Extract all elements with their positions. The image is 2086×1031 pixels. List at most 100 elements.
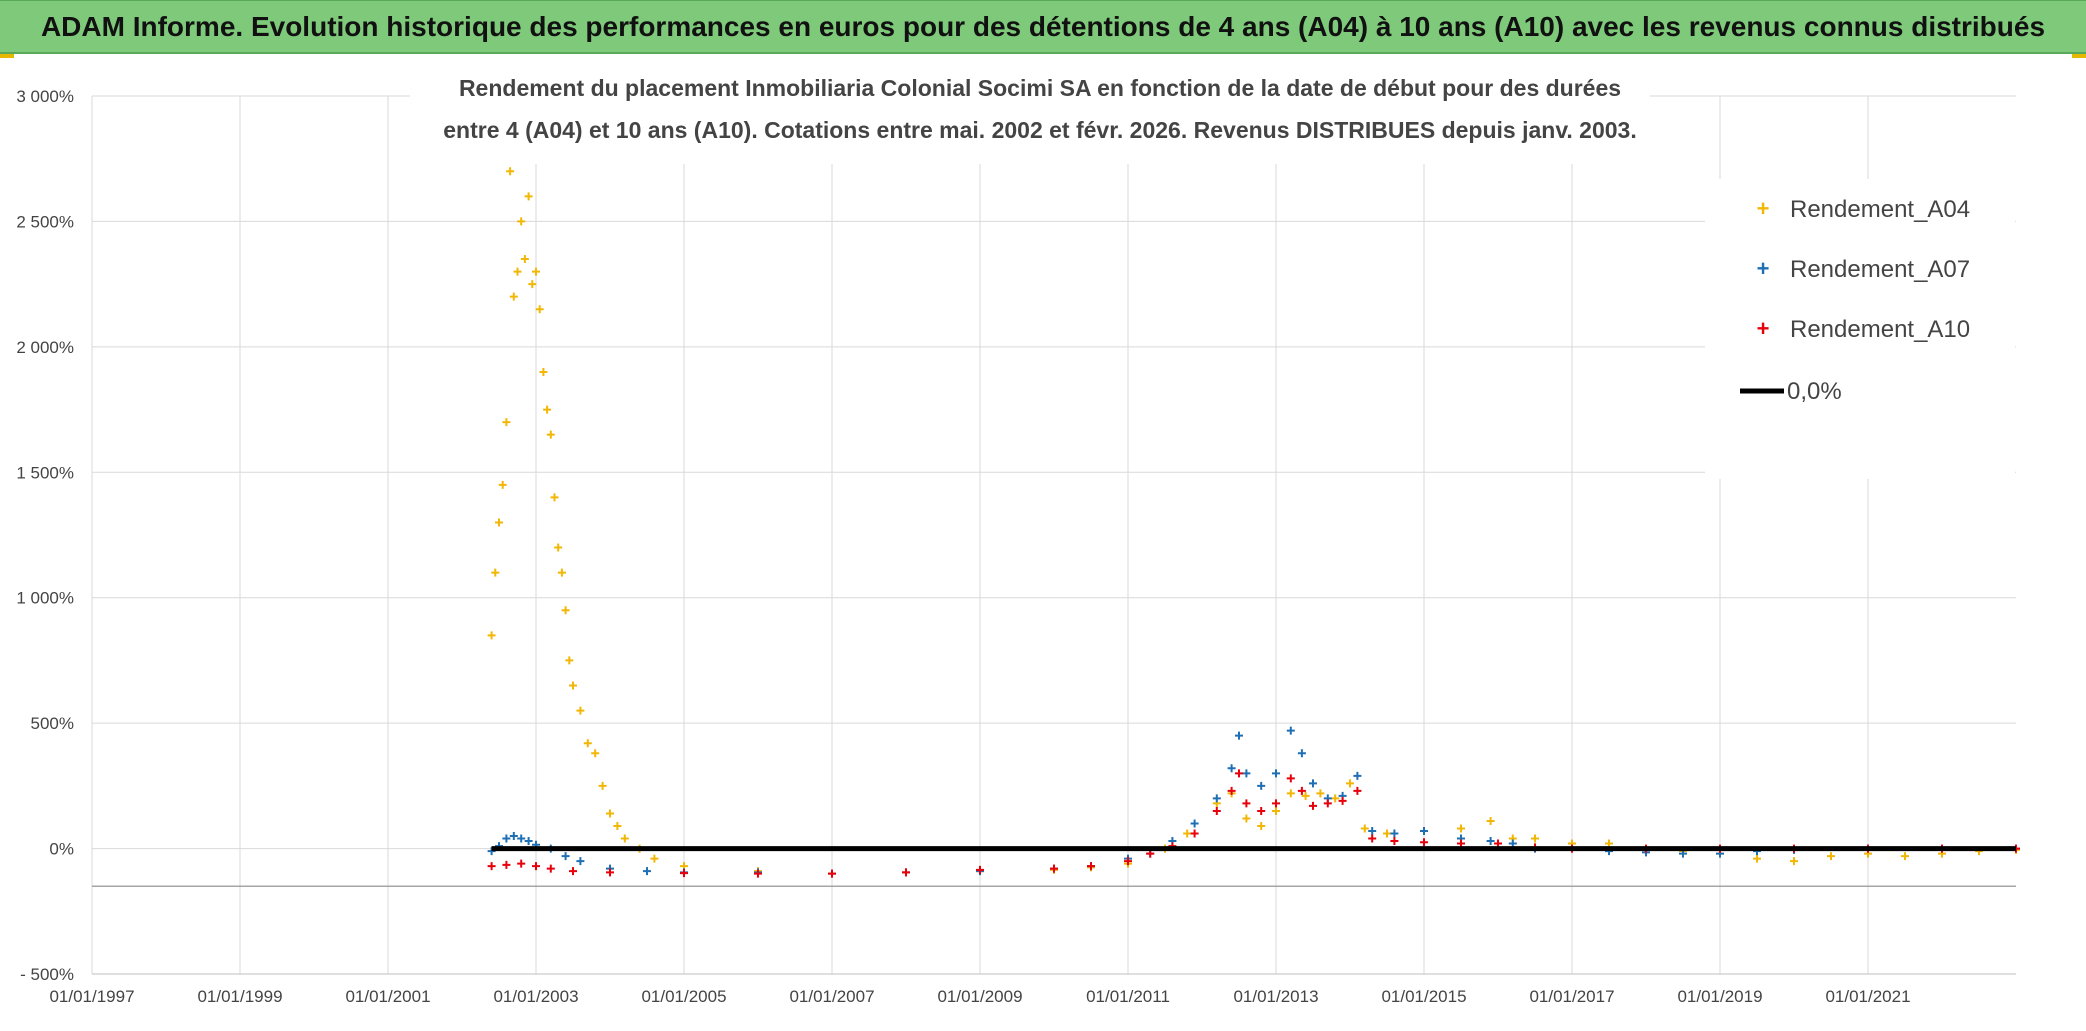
data-point xyxy=(569,867,577,876)
data-point xyxy=(1190,829,1199,838)
data-point xyxy=(1297,749,1306,758)
data-point xyxy=(1309,801,1317,810)
data-point xyxy=(532,862,540,871)
chart-title-line-1: Rendement du placement Inmobiliaria Colo… xyxy=(459,75,1621,101)
data-point xyxy=(1486,837,1495,846)
data-point xyxy=(754,869,762,878)
legend: + Rendement_A04 + Rendement_A07 + Rendem… xyxy=(1705,179,2015,479)
data-point xyxy=(1420,827,1428,836)
y-tick-label: 1 000% xyxy=(16,589,74,608)
data-point xyxy=(1790,857,1798,866)
x-tick-label: 01/01/2001 xyxy=(345,987,430,1006)
data-point xyxy=(606,868,614,877)
header-bar xyxy=(0,0,2086,54)
x-tick-label: 01/01/2017 xyxy=(1529,987,1614,1006)
data-point xyxy=(1257,806,1266,815)
legend-item-zero: 0,0% xyxy=(1740,378,1842,405)
data-point xyxy=(546,430,555,439)
data-point xyxy=(1331,794,1340,803)
data-point xyxy=(535,305,544,314)
x-tick-label: 01/01/2021 xyxy=(1825,987,1910,1006)
data-point xyxy=(643,867,651,876)
data-point xyxy=(509,832,518,841)
x-tick-label: 01/01/1997 xyxy=(49,987,134,1006)
legend-marker-a04: + xyxy=(1757,196,1770,221)
data-point xyxy=(546,864,555,873)
data-point xyxy=(561,606,570,615)
y-tick-label: 1 500% xyxy=(16,463,74,482)
legend-box xyxy=(1705,179,2015,479)
data-point xyxy=(1346,779,1354,788)
data-point xyxy=(576,706,585,715)
data-point xyxy=(1383,829,1391,838)
data-point xyxy=(557,568,566,577)
data-point xyxy=(1368,827,1377,836)
x-tick-label: 01/01/2011 xyxy=(1086,987,1170,1006)
y-tick-label: 3 000% xyxy=(16,87,74,106)
legend-label-a04: Rendement_A04 xyxy=(1790,196,1970,223)
data-point xyxy=(1301,791,1310,800)
data-point xyxy=(1531,834,1539,843)
legend-item-a07: + Rendement_A07 xyxy=(1757,256,1971,283)
x-axis: 01/01/1997 01/01/1999 01/01/2001 01/01/2003… xyxy=(49,987,1910,1006)
data-point xyxy=(550,493,559,502)
data-point xyxy=(1390,829,1399,838)
data-point xyxy=(1257,821,1266,830)
data-point xyxy=(1390,837,1399,846)
data-point xyxy=(1323,799,1332,808)
x-tick-label: 01/01/2005 xyxy=(641,987,726,1006)
chart-svg: 3 000% 2 500% 2 000% 1 500% 1 000% 500% 0% - 50… xyxy=(16,54,2020,1006)
x-tick-label: 01/01/2013 xyxy=(1233,987,1318,1006)
data-point xyxy=(976,865,984,874)
data-point xyxy=(613,821,622,830)
data-point xyxy=(1360,824,1369,833)
data-point xyxy=(1242,799,1251,808)
data-point xyxy=(528,280,537,289)
data-point xyxy=(524,837,533,846)
data-point xyxy=(583,739,592,748)
data-point xyxy=(1272,806,1280,815)
data-point xyxy=(1050,864,1058,873)
data-point xyxy=(491,568,500,577)
data-point xyxy=(569,681,577,690)
data-point xyxy=(1353,771,1362,780)
x-tick-label: 01/01/2009 xyxy=(937,987,1022,1006)
data-point xyxy=(1316,789,1325,798)
chart-title-box xyxy=(410,54,1650,164)
data-point xyxy=(1286,774,1295,783)
data-point xyxy=(680,869,688,878)
data-point xyxy=(1286,726,1295,735)
data-point xyxy=(1257,781,1266,790)
data-point xyxy=(606,809,614,818)
legend-item-a04: + Rendement_A04 xyxy=(1757,196,1971,223)
data-point xyxy=(1297,786,1306,795)
y-tick-label: 0% xyxy=(49,840,74,859)
y-tick-label: 500% xyxy=(31,714,74,733)
data-point xyxy=(1272,799,1280,808)
data-point xyxy=(620,834,629,843)
data-point xyxy=(1457,824,1465,833)
data-point xyxy=(1753,854,1761,863)
data-point xyxy=(1227,786,1236,795)
data-point xyxy=(524,192,533,201)
x-tick-label: 01/01/2007 xyxy=(789,987,874,1006)
y-tick-label: 2 000% xyxy=(16,338,74,357)
data-point xyxy=(502,418,511,427)
data-point xyxy=(1827,852,1835,861)
data-point xyxy=(1420,838,1428,847)
data-point xyxy=(502,834,511,843)
data-point xyxy=(828,869,836,878)
data-point xyxy=(1486,816,1495,825)
data-point xyxy=(539,367,548,376)
page-title: ADAM Informe. Evolution historique des p… xyxy=(40,11,2046,42)
data-point xyxy=(565,656,574,665)
data-point xyxy=(1124,857,1132,866)
y-tick-label: - 500% xyxy=(20,965,74,984)
x-tick-label: 01/01/1999 xyxy=(197,987,282,1006)
x-tick-label: 01/01/2015 xyxy=(1381,987,1466,1006)
series-Rendement_A07 xyxy=(487,726,2020,878)
data-point xyxy=(650,854,659,863)
x-tick-label: 01/01/2019 xyxy=(1677,987,1762,1006)
data-point xyxy=(532,267,540,276)
data-point xyxy=(506,167,515,176)
